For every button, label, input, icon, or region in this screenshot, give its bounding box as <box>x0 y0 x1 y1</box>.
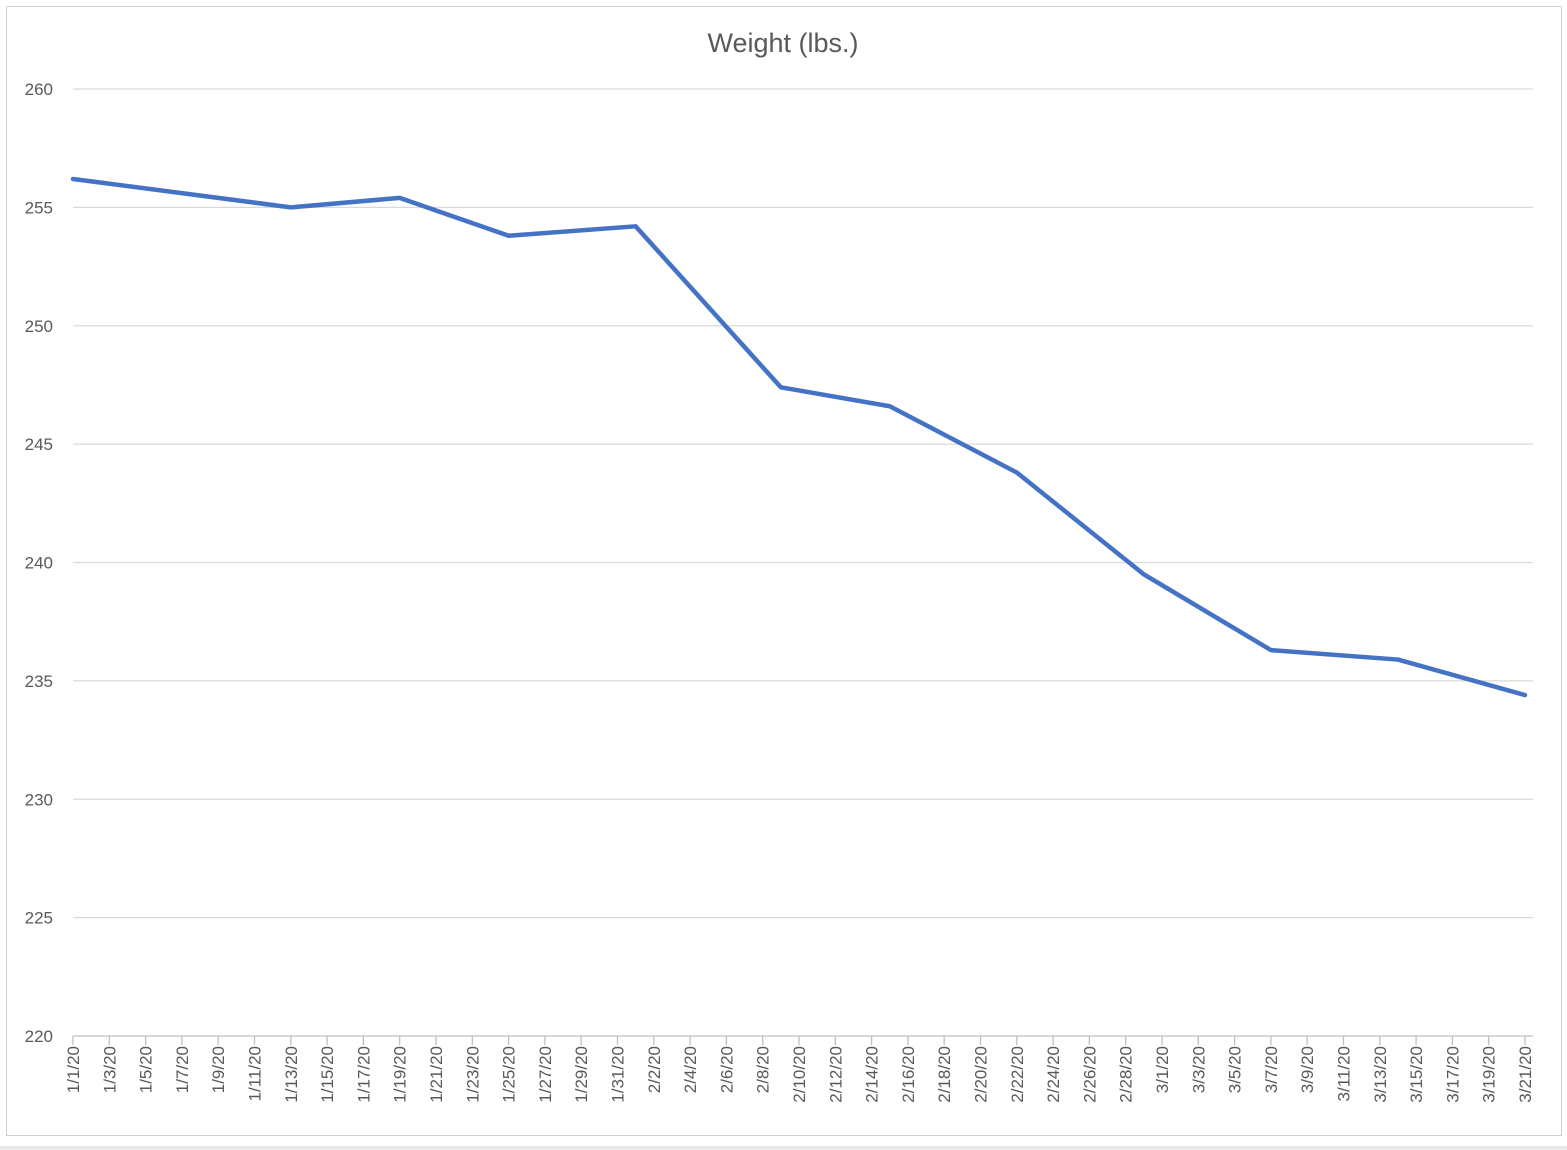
x-tick-label: 2/26/20 <box>1080 1046 1099 1103</box>
x-tick-label: 1/17/20 <box>354 1046 373 1103</box>
x-tick-label: 1/5/20 <box>137 1046 156 1093</box>
x-tick-label: 3/17/20 <box>1443 1046 1462 1103</box>
x-tick-label: 1/15/20 <box>318 1046 337 1103</box>
x-tick-label: 2/10/20 <box>790 1046 809 1103</box>
y-tick-label: 225 <box>25 909 53 928</box>
x-tick-label: 1/29/20 <box>572 1046 591 1103</box>
x-tick-label: 3/21/20 <box>1516 1046 1535 1103</box>
x-tick-label: 1/11/20 <box>246 1046 265 1101</box>
x-tick-label: 3/15/20 <box>1407 1046 1426 1103</box>
series <box>70 176 1528 698</box>
x-tick-label: 2/8/20 <box>754 1046 773 1093</box>
y-tick-label: 260 <box>25 80 53 99</box>
x-tick-label: 1/1/20 <box>64 1046 83 1093</box>
x-axis: 1/1/20 1/3/20 1/5/20 1/7/20 1/9/20 1/11/20 1/1… <box>64 1035 1535 1103</box>
y-tick-label: 250 <box>25 317 53 336</box>
x-tick-label: 2/14/20 <box>863 1046 882 1103</box>
x-tick-label: 2/18/20 <box>935 1046 954 1103</box>
chart-area <box>6 6 1562 1136</box>
x-tick-label: 3/9/20 <box>1298 1046 1317 1093</box>
chart-title: Weight (lbs.) <box>707 28 858 58</box>
x-tick-label: 1/3/20 <box>100 1046 119 1093</box>
x-tick-label: 2/22/20 <box>1008 1046 1027 1103</box>
x-tick-label: 1/31/20 <box>609 1046 628 1103</box>
x-tick-label: 2/16/20 <box>899 1046 918 1103</box>
y-tick-label: 245 <box>25 435 53 454</box>
x-tick-label: 1/19/20 <box>391 1046 410 1103</box>
x-tick-label: 1/23/20 <box>463 1046 482 1103</box>
x-tick-label: 1/13/20 <box>282 1046 301 1103</box>
x-tick-label: 1/27/20 <box>536 1046 555 1103</box>
x-tick-label: 2/12/20 <box>826 1046 845 1103</box>
x-tick-label: 3/13/20 <box>1371 1046 1390 1103</box>
x-tick-label: 2/24/20 <box>1044 1046 1063 1103</box>
x-tick-label: 3/19/20 <box>1480 1046 1499 1103</box>
y-tick-label: 220 <box>25 1027 53 1046</box>
x-tick-label: 3/5/20 <box>1226 1046 1245 1093</box>
x-tick-label: 1/9/20 <box>209 1046 228 1093</box>
x-tick-label: 2/4/20 <box>681 1046 700 1093</box>
x-tick-label: 1/7/20 <box>173 1046 192 1093</box>
y-axis: 220 225 230 235 240 245 250 255 260 <box>25 80 53 1046</box>
y-tick-label: 255 <box>25 198 53 217</box>
x-tick-label: 3/11/20 <box>1335 1046 1354 1101</box>
series-line <box>70 176 1528 698</box>
window-bottom-edge <box>0 1146 1567 1150</box>
y-tick-label: 235 <box>25 672 53 691</box>
x-tick-label: 1/25/20 <box>500 1046 519 1103</box>
x-tick-label: 3/1/20 <box>1153 1046 1172 1093</box>
y-tick-label: 240 <box>25 554 53 573</box>
x-tick-label: 2/6/20 <box>717 1046 736 1093</box>
x-tick-label: 2/20/20 <box>972 1046 991 1103</box>
x-tick-label: 2/28/20 <box>1117 1046 1136 1103</box>
x-tick-label: 1/21/20 <box>427 1046 446 1103</box>
y-tick-label: 230 <box>25 790 53 809</box>
x-tick-label: 3/3/20 <box>1189 1046 1208 1093</box>
x-tick-label: 2/2/20 <box>645 1046 664 1093</box>
x-tick-label: 3/7/20 <box>1262 1046 1281 1093</box>
gridlines <box>73 88 1533 919</box>
